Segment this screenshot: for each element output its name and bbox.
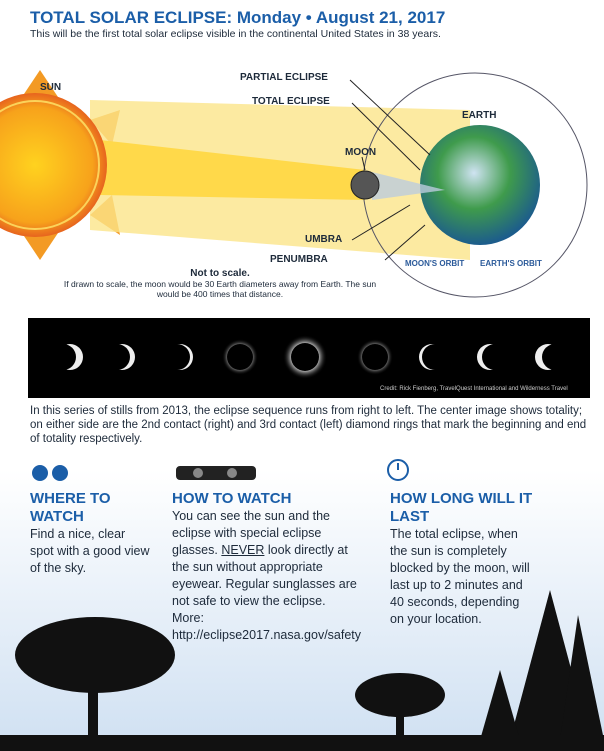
sun-label: SUN xyxy=(40,82,61,93)
eclipse-frame xyxy=(50,344,76,370)
eclipse-frame xyxy=(291,343,319,371)
eclipse-frame xyxy=(227,344,253,370)
label: TOTAL ECLIPSE xyxy=(252,96,330,107)
photo-credit: Credit: Rick Fienberg, TravelQuest Inter… xyxy=(380,386,568,392)
eclipse-frame xyxy=(482,344,508,370)
caption: In this series of stills from 2013, the … xyxy=(30,404,590,446)
label: UMBRA xyxy=(305,234,342,245)
section-heading: HOW LONG WILL IT LAST xyxy=(390,490,550,526)
label: PARTIAL ECLIPSE xyxy=(240,72,328,83)
eclipse-frame xyxy=(422,344,448,370)
section: WHERE TO WATCH Find a nice, clear spot w… xyxy=(30,490,150,577)
note-text: If drawn to scale, the moon would be 30 … xyxy=(60,279,380,299)
section-body: Find a nice, clear spot with a good view… xyxy=(30,526,150,577)
section-body: You can see the sun and the eclipse with… xyxy=(172,508,357,644)
emphasis: NEVER xyxy=(221,543,264,557)
header: TOTAL SOLAR ECLIPSE: Monday • August 21,… xyxy=(30,8,590,40)
label: PENUMBRA xyxy=(270,254,328,265)
label: MOON xyxy=(345,147,376,158)
note-title: Not to scale. xyxy=(60,268,380,279)
moon xyxy=(351,171,379,199)
text: look directly at the sun without appropr… xyxy=(172,543,361,642)
eclipse-frame xyxy=(362,344,388,370)
section: HOW TO WATCH You can see the sun and the… xyxy=(172,490,357,644)
title: TOTAL SOLAR ECLIPSE: Monday • August 21,… xyxy=(30,8,590,28)
section-body: The total eclipse, when the sun is compl… xyxy=(390,526,530,628)
icons xyxy=(32,460,408,481)
eclipse-frame xyxy=(542,344,568,370)
eclipse-frame xyxy=(164,344,190,370)
section: HOW LONG WILL IT LAST The total eclipse,… xyxy=(390,490,550,628)
infographic: SUN PARTIAL ECLIPSE TOTAL ECLIPSE EARTH … xyxy=(0,0,604,751)
label: MOON'S ORBIT xyxy=(405,259,464,268)
earth xyxy=(420,125,540,245)
note: Not to scale. If drawn to scale, the moo… xyxy=(60,268,380,299)
label: EARTH'S ORBIT xyxy=(480,259,542,268)
section-heading: WHERE TO WATCH xyxy=(30,490,150,526)
section-heading: HOW TO WATCH xyxy=(172,490,357,508)
subtitle: This will be the first total solar eclip… xyxy=(30,28,590,40)
label: EARTH xyxy=(462,110,496,121)
eclipse-frame xyxy=(104,344,130,370)
